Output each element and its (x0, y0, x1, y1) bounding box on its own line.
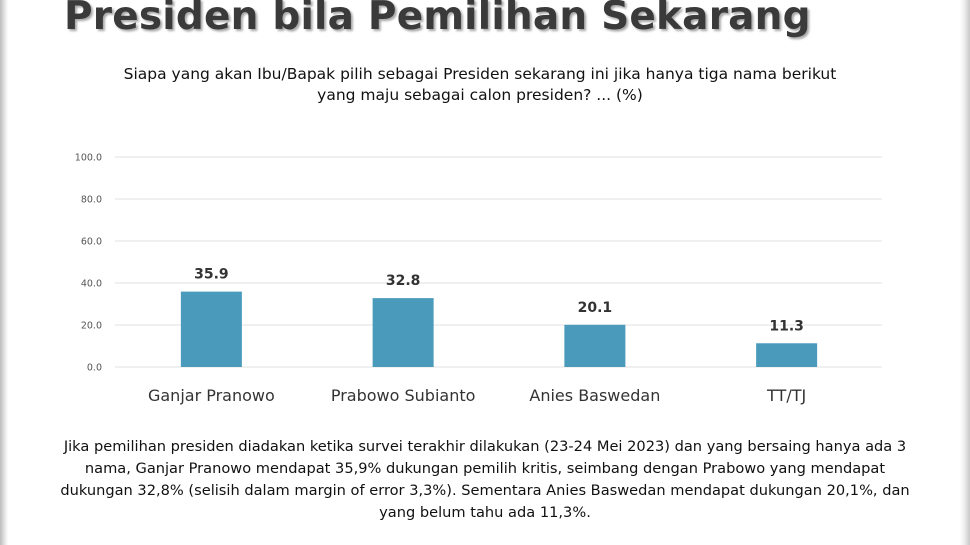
bar-anies-baswedan (564, 324, 626, 367)
y-tick-label: 40.0 (81, 279, 102, 290)
bar-chart: 0.0 20.0 40.0 60.0 80.0 100.0 35.9 32.8 20.1 11.… (75, 153, 882, 405)
chart-value-labels: 35.9 32.8 20.1 11.3 (194, 267, 804, 335)
survey-summary-caption: Jika pemilihan presiden diadakan ketika … (60, 438, 910, 521)
bar-value-label: 20.1 (578, 300, 613, 316)
bar-value-label: 32.8 (386, 273, 421, 289)
y-tick-label: 100.0 (75, 153, 102, 164)
category-label: Anies Baswedan (529, 386, 660, 405)
page-edge-right (960, 0, 970, 545)
page-title: Presiden bila Pemilihan Sekarang (64, 0, 811, 39)
category-label: Ganjar Pranowo (148, 386, 275, 405)
chart-category-labels: Ganjar Pranowo Prabowo Subianto Anies Basw… (148, 386, 806, 405)
bar-value-label: 11.3 (769, 318, 804, 334)
y-tick-label: 20.0 (81, 321, 102, 332)
category-label: TT/TJ (766, 386, 806, 405)
chart-y-ticks: 0.0 20.0 40.0 60.0 80.0 100.0 (75, 153, 102, 374)
category-label: Prabowo Subianto (331, 386, 476, 405)
survey-question: Siapa yang akan Ibu/Bapak pilih sebagai … (50, 64, 910, 106)
y-tick-label: 80.0 (81, 195, 102, 206)
chart-bars (180, 291, 818, 367)
y-tick-label: 0.0 (87, 363, 102, 374)
bar-value-label: 35.9 (194, 267, 229, 283)
bar-ganjar-pranowo (180, 291, 242, 367)
bar-tt-tj (756, 343, 818, 367)
survey-question-line-2: yang maju sebagai calon presiden? ... (%… (317, 86, 643, 104)
chart-gridlines (115, 156, 882, 368)
y-tick-label: 60.0 (81, 237, 102, 248)
page-edge-left (0, 0, 8, 545)
bar-prabowo-subianto (372, 298, 434, 367)
survey-question-line-1: Siapa yang akan Ibu/Bapak pilih sebagai … (123, 65, 837, 83)
